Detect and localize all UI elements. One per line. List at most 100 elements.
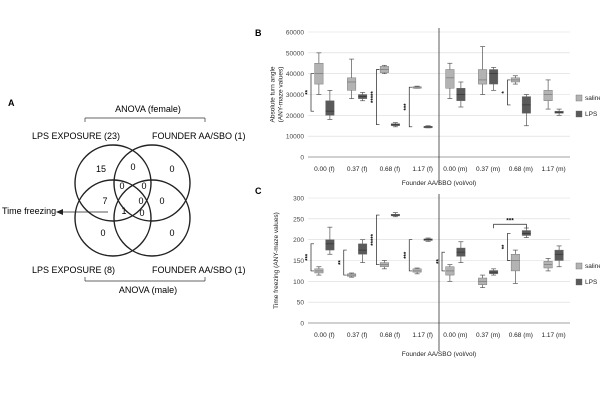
x-tick-label: 1.17 (f) xyxy=(412,166,433,173)
significance-bracket xyxy=(408,86,413,128)
significance-stars: *** xyxy=(404,103,410,111)
x-tick-label: 0.00 (f) xyxy=(314,332,335,339)
venn-count: 0 xyxy=(119,181,124,191)
significance-bracket xyxy=(441,251,445,272)
y-axis-label: Time freezing (ANY-maze values) xyxy=(273,212,280,309)
anova-female-label: ANOVA (female) xyxy=(115,104,181,114)
venn-set-founder-female: FOUNDER AA/SBO (1) xyxy=(152,131,246,141)
significance-stars: ** xyxy=(437,259,443,264)
box xyxy=(325,239,335,251)
significance-bracket xyxy=(408,239,413,272)
x-axis-label: Founder AA/SBO (vol/vol) xyxy=(402,180,476,187)
y-tick-label: 150 xyxy=(293,258,304,265)
box xyxy=(521,230,531,236)
significance-bracket xyxy=(376,214,380,266)
venn-circle-bottom-right xyxy=(113,179,191,257)
anova-male-label: ANOVA (male) xyxy=(119,285,177,295)
box xyxy=(347,77,357,91)
legend-swatch xyxy=(575,94,583,102)
significance-bracket xyxy=(507,79,511,106)
legend-swatch xyxy=(575,278,583,286)
significance-stars: ** xyxy=(338,260,344,265)
significance-stars: ** xyxy=(306,89,312,94)
venn-count: 15 xyxy=(96,164,106,174)
x-tick-label: 0.37 (f) xyxy=(347,166,368,173)
legend-swatch xyxy=(575,110,583,118)
significance-bracket xyxy=(376,69,380,126)
significance-stars: ***** xyxy=(371,91,377,103)
significance-bracket xyxy=(310,73,314,112)
y-tick-label: 250 xyxy=(293,216,304,223)
venn-count: 0 xyxy=(141,181,146,191)
box xyxy=(478,69,488,85)
venn-count: 0 xyxy=(130,162,135,172)
panel-a-label: A xyxy=(8,98,15,108)
x-tick-label: 0.68 (m) xyxy=(509,166,533,173)
legend-label: saline xyxy=(585,263,600,270)
x-tick-label: 0.68 (f) xyxy=(380,332,401,339)
y-tick-label: 60000 xyxy=(286,30,304,37)
y-tick-label: 10000 xyxy=(286,134,304,141)
x-tick-label: 1.17 (f) xyxy=(412,332,433,339)
significance-stars: * xyxy=(502,91,508,94)
x-tick-label: 0.37 (m) xyxy=(476,166,500,173)
box xyxy=(510,254,520,272)
x-tick-label: 0.37 (m) xyxy=(476,332,500,339)
y-axis-label: Absolute turn angle(ANY-maze values) xyxy=(270,66,285,122)
venn-count: 7 xyxy=(102,196,107,206)
legend-label: LPS xyxy=(585,111,598,118)
x-tick-label: 0.68 (m) xyxy=(509,332,533,339)
significance-stars: *** xyxy=(404,251,410,259)
chart-panel-b: B 0 10000 20000 30000 40000 50000 60000 Absolute… xyxy=(255,28,600,187)
venn-circle-top-left xyxy=(74,144,152,222)
y-tick-label: 0 xyxy=(300,321,304,328)
x-tick-label: 0.37 (f) xyxy=(347,332,368,339)
box xyxy=(543,90,553,101)
legend-swatch xyxy=(575,262,583,270)
y-tick-label: 30000 xyxy=(286,92,304,99)
x-tick-label: 0.68 (f) xyxy=(380,166,401,173)
box xyxy=(554,249,564,261)
box xyxy=(489,69,499,85)
legend-label: saline xyxy=(585,95,600,102)
y-tick-label: 40000 xyxy=(286,71,304,78)
y-tick-label: 20000 xyxy=(286,113,304,120)
venn-circle-bottom-left xyxy=(74,179,152,257)
y-tick-label: 50 xyxy=(297,300,305,307)
box xyxy=(445,69,455,89)
significance-stars: ** xyxy=(502,244,508,249)
time-freezing-label: Time freezing xyxy=(2,206,56,216)
y-tick-label: 50000 xyxy=(286,50,304,57)
panel-label: C xyxy=(255,186,262,196)
x-axis-label: Founder AA/SBO (vol/vol) xyxy=(402,351,476,358)
x-tick-label: 0.00 (m) xyxy=(443,166,467,173)
y-tick-label: 100 xyxy=(293,279,304,286)
venn-set-lps-female: LPS EXPOSURE (23) xyxy=(32,131,120,141)
panel-label: B xyxy=(255,28,262,38)
venn-set-lps-male: LPS EXPOSURE (8) xyxy=(32,265,115,275)
venn-count: 0 xyxy=(169,164,174,174)
box xyxy=(358,243,368,255)
x-tick-label: 1.17 (m) xyxy=(542,166,566,173)
chart-panel-c: C 0 50 100 150 200 250 300 Time freezing (ANY-ma… xyxy=(255,186,600,358)
x-tick-label: 0.00 (m) xyxy=(443,332,467,339)
y-tick-label: 300 xyxy=(293,196,304,203)
x-tick-label: 1.17 (m) xyxy=(542,332,566,339)
y-tick-label: 200 xyxy=(293,237,304,244)
legend-label: LPS xyxy=(585,279,598,286)
significance-bracket xyxy=(310,243,314,272)
venn-circle-top-right xyxy=(113,144,191,222)
y-tick-label: 0 xyxy=(300,155,304,162)
venn-count: 0 xyxy=(169,228,174,238)
x-tick-label: 0.00 (f) xyxy=(314,166,335,173)
venn-count: 0 xyxy=(138,196,143,206)
significance-bracket xyxy=(493,223,527,229)
significance-bracket xyxy=(507,233,511,261)
venn-count: 1 xyxy=(121,206,126,216)
significance-stars: *** xyxy=(506,217,514,224)
significance-stars: ***** xyxy=(371,233,377,245)
box xyxy=(412,268,422,273)
venn-set-founder-male: FOUNDER AA/SBO (1) xyxy=(152,265,246,275)
significance-stars: *** xyxy=(306,253,312,261)
